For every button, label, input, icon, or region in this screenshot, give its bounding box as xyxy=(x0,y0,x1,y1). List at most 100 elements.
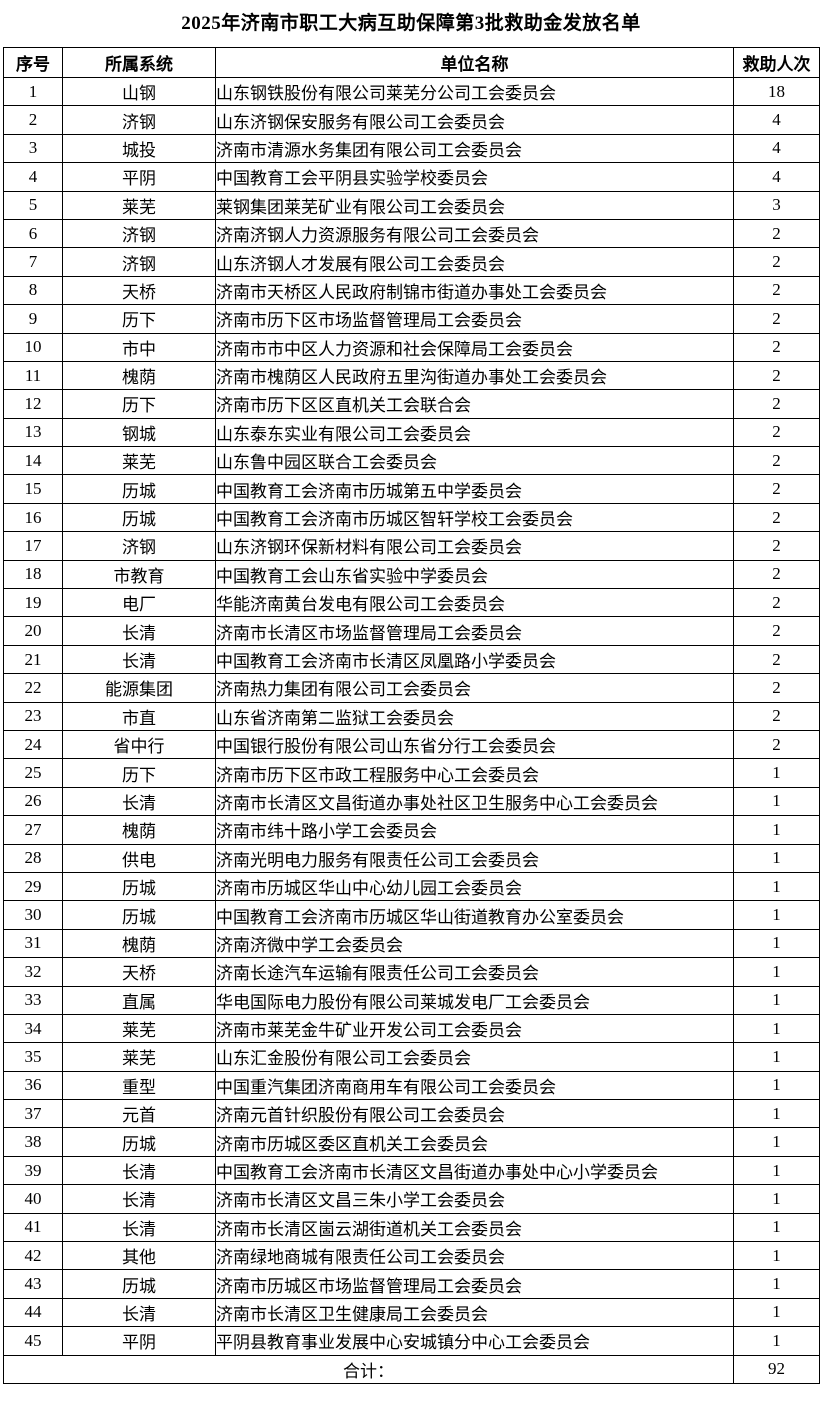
row-index-cell: 8 xyxy=(3,275,63,306)
system-cell: 莱芜 xyxy=(62,1013,216,1044)
system-cell: 历城 xyxy=(62,871,216,902)
row-index-cell: 17 xyxy=(3,531,63,561)
header-system: 所属系统 xyxy=(62,47,216,78)
unit-name-cell: 山东钢铁股份有限公司莱芜分公司工会委员会 xyxy=(215,76,734,107)
system-cell: 槐荫 xyxy=(62,360,216,391)
system-cell: 莱芜 xyxy=(62,190,216,220)
count-cell: 1 xyxy=(733,843,820,873)
row-index-cell: 45 xyxy=(3,1326,63,1356)
system-cell: 历下 xyxy=(62,758,216,788)
table-row: 35 莱芜 山东汇金股份有限公司工会委员会 1 xyxy=(3,1042,820,1072)
system-cell: 莱芜 xyxy=(62,446,216,476)
system-cell: 济钢 xyxy=(62,531,216,561)
unit-name-cell: 济南市历下区区直机关工会联合会 xyxy=(215,389,734,419)
system-cell: 历城 xyxy=(62,502,216,533)
row-index-cell: 2 xyxy=(3,105,63,135)
unit-name-cell: 济南热力集团有限公司工会委员会 xyxy=(215,673,734,703)
row-index-cell: 1 xyxy=(3,76,63,107)
table-row: 8 天桥 济南市天桥区人民政府制锦市街道办事处工会委员会 2 xyxy=(3,275,820,306)
table-row: 12 历下 济南市历下区区直机关工会联合会 2 xyxy=(3,389,820,419)
table-row: 24 省中行 中国银行股份有限公司山东省分行工会委员会 2 xyxy=(3,729,820,760)
unit-name-cell: 济南市长清区市场监督管理局工会委员会 xyxy=(215,616,734,646)
count-cell: 1 xyxy=(733,815,820,845)
count-cell: 1 xyxy=(733,1127,820,1157)
count-cell: 4 xyxy=(733,105,820,135)
count-cell: 2 xyxy=(733,701,820,731)
unit-name-cell: 济南市长清区卫生健康局工会委员会 xyxy=(215,1297,734,1328)
total-value: 92 xyxy=(733,1354,820,1384)
row-index-cell: 11 xyxy=(3,360,63,391)
count-cell: 2 xyxy=(733,474,820,504)
unit-name-cell: 莱钢集团莱芜矿业有限公司工会委员会 xyxy=(215,190,734,220)
system-cell: 槐荫 xyxy=(62,928,216,959)
row-index-cell: 13 xyxy=(3,417,63,448)
unit-name-cell: 济南济微中学工会委员会 xyxy=(215,928,734,959)
unit-name-cell: 中国重汽集团济南商用车有限公司工会委员会 xyxy=(215,1070,734,1101)
table-row: 33 直属 华电国际电力股份有限公司莱城发电厂工会委员会 1 xyxy=(3,985,820,1015)
unit-name-cell: 山东济钢环保新材料有限公司工会委员会 xyxy=(215,531,734,561)
table-row: 39 长清 中国教育工会济南市长清区文昌街道办事处中心小学委员会 1 xyxy=(3,1155,820,1186)
row-index-cell: 44 xyxy=(3,1297,63,1328)
row-index-cell: 22 xyxy=(3,673,63,703)
unit-name-cell: 济南光明电力服务有限责任公司工会委员会 xyxy=(215,843,734,873)
row-index-cell: 34 xyxy=(3,1013,63,1044)
count-cell: 1 xyxy=(733,1269,820,1299)
table-row: 22 能源集团 济南热力集团有限公司工会委员会 2 xyxy=(3,673,820,703)
table-row: 29 历城 济南市历城区华山中心幼儿园工会委员会 1 xyxy=(3,871,820,902)
unit-name-cell: 中国教育工会山东省实验中学委员会 xyxy=(215,559,734,590)
count-cell: 4 xyxy=(733,162,820,192)
system-cell: 历下 xyxy=(62,304,216,334)
count-cell: 2 xyxy=(733,417,820,448)
count-cell: 1 xyxy=(733,1042,820,1072)
unit-name-cell: 平阴县教育事业发展中心安城镇分中心工会委员会 xyxy=(215,1326,734,1356)
table-row: 20 长清 济南市长清区市场监督管理局工会委员会 2 xyxy=(3,616,820,646)
unit-name-cell: 济南绿地商城有限责任公司工会委员会 xyxy=(215,1241,734,1271)
count-cell: 1 xyxy=(733,1212,820,1243)
table-row: 15 历城 中国教育工会济南市历城第五中学委员会 2 xyxy=(3,474,820,504)
row-index-cell: 35 xyxy=(3,1042,63,1072)
table-body: 1 山钢 山东钢铁股份有限公司莱芜分公司工会委员会 18 2 济钢 山东济钢保安服务有限公司… xyxy=(3,76,820,1356)
table-row: 5 莱芜 莱钢集团莱芜矿业有限公司工会委员会 3 xyxy=(3,190,820,220)
row-index-cell: 36 xyxy=(3,1070,63,1101)
system-cell: 直属 xyxy=(62,985,216,1015)
table-row: 16 历城 中国教育工会济南市历城区智轩学校工会委员会 2 xyxy=(3,502,820,533)
system-cell: 其他 xyxy=(62,1241,216,1271)
unit-name-cell: 济南市市中区人力资源和社会保障局工会委员会 xyxy=(215,332,734,362)
relief-fund-table: 序号 所属系统 单位名称 救助人次 1 山钢 山东钢铁股份有限公司莱芜分公司工会委员… xyxy=(3,47,820,1384)
row-index-cell: 37 xyxy=(3,1099,63,1129)
total-row: 合计： 92 xyxy=(3,1354,820,1384)
system-cell: 历城 xyxy=(62,900,216,930)
unit-name-cell: 济南市莱芜金牛矿业开发公司工会委员会 xyxy=(215,1013,734,1044)
unit-name-cell: 济南市历下区市场监督管理局工会委员会 xyxy=(215,304,734,334)
count-cell: 4 xyxy=(733,133,820,164)
table-row: 26 长清 济南市长清区文昌街道办事处社区卫生服务中心工会委员会 1 xyxy=(3,786,820,817)
table-row: 28 供电 济南光明电力服务有限责任公司工会委员会 1 xyxy=(3,843,820,873)
system-cell: 历下 xyxy=(62,389,216,419)
table-row: 41 长清 济南市长清区崮云湖街道机关工会委员会 1 xyxy=(3,1212,820,1243)
row-index-cell: 6 xyxy=(3,218,63,249)
count-cell: 2 xyxy=(733,673,820,703)
unit-name-cell: 中国教育工会济南市长清区凤凰路小学委员会 xyxy=(215,644,734,675)
system-cell: 天桥 xyxy=(62,957,216,987)
unit-name-cell: 山东济钢保安服务有限公司工会委员会 xyxy=(215,105,734,135)
table-row: 25 历下 济南市历下区市政工程服务中心工会委员会 1 xyxy=(3,758,820,788)
count-cell: 2 xyxy=(733,389,820,419)
header-count: 救助人次 xyxy=(733,47,820,78)
row-index-cell: 39 xyxy=(3,1155,63,1186)
count-cell: 2 xyxy=(733,502,820,533)
count-cell: 1 xyxy=(733,900,820,930)
table-row: 11 槐荫 济南市槐荫区人民政府五里沟街道办事处工会委员会 2 xyxy=(3,360,820,391)
row-index-cell: 5 xyxy=(3,190,63,220)
count-cell: 2 xyxy=(733,616,820,646)
system-cell: 长清 xyxy=(62,1184,216,1214)
table-row: 10 市中 济南市市中区人力资源和社会保障局工会委员会 2 xyxy=(3,332,820,362)
row-index-cell: 27 xyxy=(3,815,63,845)
table-row: 17 济钢 山东济钢环保新材料有限公司工会委员会 2 xyxy=(3,531,820,561)
system-cell: 钢城 xyxy=(62,417,216,448)
system-cell: 莱芜 xyxy=(62,1042,216,1072)
row-index-cell: 20 xyxy=(3,616,63,646)
unit-name-cell: 济南济钢人力资源服务有限公司工会委员会 xyxy=(215,218,734,249)
row-index-cell: 12 xyxy=(3,389,63,419)
count-cell: 2 xyxy=(733,531,820,561)
